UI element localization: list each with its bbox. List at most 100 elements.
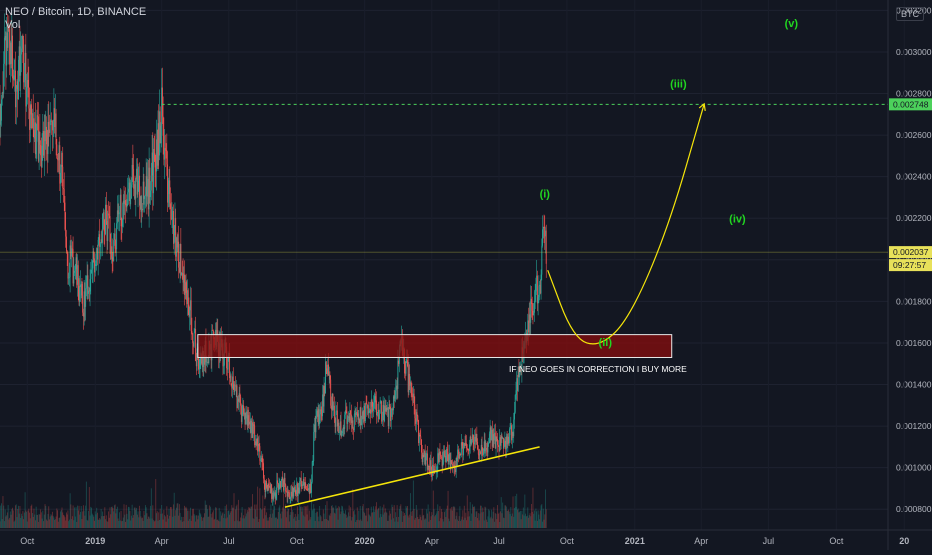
- candle-body: [119, 213, 120, 214]
- candle-body: [135, 179, 136, 198]
- candle-body: [67, 253, 68, 278]
- candle-body: [534, 301, 535, 313]
- candle-body: [170, 203, 171, 209]
- candle-body: [452, 464, 453, 465]
- candle-body: [160, 126, 161, 143]
- candle-body: [439, 452, 440, 455]
- candle-body: [276, 493, 277, 498]
- candle-body: [425, 456, 426, 465]
- candle-body: [21, 49, 22, 55]
- candle-body: [20, 54, 21, 75]
- candle-body: [115, 234, 116, 249]
- candle-body: [431, 460, 432, 470]
- current-price-label: 0.002037: [893, 247, 929, 257]
- candle-body: [168, 194, 169, 203]
- y-tick-label: 0.003000: [896, 47, 932, 57]
- candle-body: [290, 498, 291, 499]
- candle-body: [259, 446, 260, 461]
- candle-body: [357, 412, 358, 414]
- candle-body: [26, 87, 27, 106]
- candle-body: [339, 432, 340, 433]
- candle-body: [262, 458, 263, 462]
- candle-body: [281, 480, 282, 487]
- candle-body: [434, 469, 435, 470]
- candle-body: [504, 447, 505, 449]
- candle-body: [162, 88, 163, 117]
- candle-body: [361, 419, 362, 425]
- candle-body: [467, 448, 468, 449]
- candle-body: [86, 288, 87, 289]
- candle-body: [125, 200, 126, 205]
- candle-body: [365, 403, 366, 421]
- candle-body: [18, 60, 19, 99]
- candle-body: [277, 480, 278, 483]
- candle-body: [121, 195, 122, 227]
- candle-body: [263, 463, 264, 478]
- candle-body: [444, 451, 445, 457]
- candle-body: [92, 268, 93, 269]
- candle-body: [31, 105, 32, 114]
- candle-body: [50, 122, 51, 133]
- candle-body: [389, 404, 390, 426]
- candle-body: [131, 185, 132, 199]
- wave-label: (v): [785, 18, 799, 30]
- volume-bar: [546, 509, 547, 528]
- candle-body: [102, 214, 103, 243]
- projection-path[interactable]: [548, 104, 704, 344]
- candle-body: [234, 385, 235, 392]
- currency-badge[interactable]: BTC: [896, 7, 924, 21]
- candle-body: [155, 153, 156, 167]
- candle-body: [85, 288, 86, 307]
- candle-body: [40, 145, 41, 155]
- candle-body: [1, 99, 2, 120]
- candle-body: [186, 282, 187, 293]
- candle-body: [279, 484, 280, 489]
- y-tick-label: 0.001400: [896, 380, 932, 390]
- candle-body: [313, 432, 314, 461]
- candle-body: [354, 414, 355, 430]
- candle-body: [509, 435, 510, 443]
- candle-body: [116, 223, 117, 249]
- candle-body: [165, 148, 166, 150]
- candle-body: [191, 331, 192, 333]
- candle-body: [487, 443, 488, 452]
- candle-body: [397, 361, 398, 389]
- y-tick-label: 0.002600: [896, 130, 932, 140]
- candle-body: [163, 116, 164, 135]
- candle-body: [389, 404, 390, 406]
- candle-body: [315, 416, 316, 432]
- candle-body: [28, 80, 29, 88]
- candle-body: [127, 204, 128, 208]
- candle-body: [266, 481, 267, 488]
- candle-body: [16, 89, 17, 107]
- candle-body: [313, 461, 314, 462]
- candle-body: [411, 382, 412, 394]
- candle-body: [538, 297, 539, 303]
- candle-body: [231, 376, 232, 385]
- candle-body: [488, 443, 489, 444]
- candle-body: [262, 462, 263, 463]
- y-tick-label: 0.002200: [896, 213, 932, 223]
- candle-body: [441, 457, 442, 458]
- candle-body: [321, 409, 322, 410]
- candle-body: [442, 459, 443, 467]
- candle-body: [380, 401, 381, 413]
- candle-body: [305, 482, 306, 488]
- candle-body: [90, 274, 91, 280]
- candle-body: [334, 406, 335, 418]
- candle-body: [4, 38, 5, 64]
- y-tick-label: 0.002800: [896, 89, 932, 99]
- x-tick-label: Jul: [493, 536, 505, 546]
- candle-body: [541, 275, 542, 294]
- candle-body: [510, 429, 511, 435]
- candle-body: [420, 435, 421, 436]
- candle-body: [440, 455, 441, 457]
- candle-body: [377, 413, 378, 415]
- candle-body: [466, 443, 467, 448]
- candle-body: [335, 411, 336, 427]
- candle-body: [535, 284, 536, 292]
- candle-body: [64, 189, 65, 203]
- candle-body: [22, 36, 23, 40]
